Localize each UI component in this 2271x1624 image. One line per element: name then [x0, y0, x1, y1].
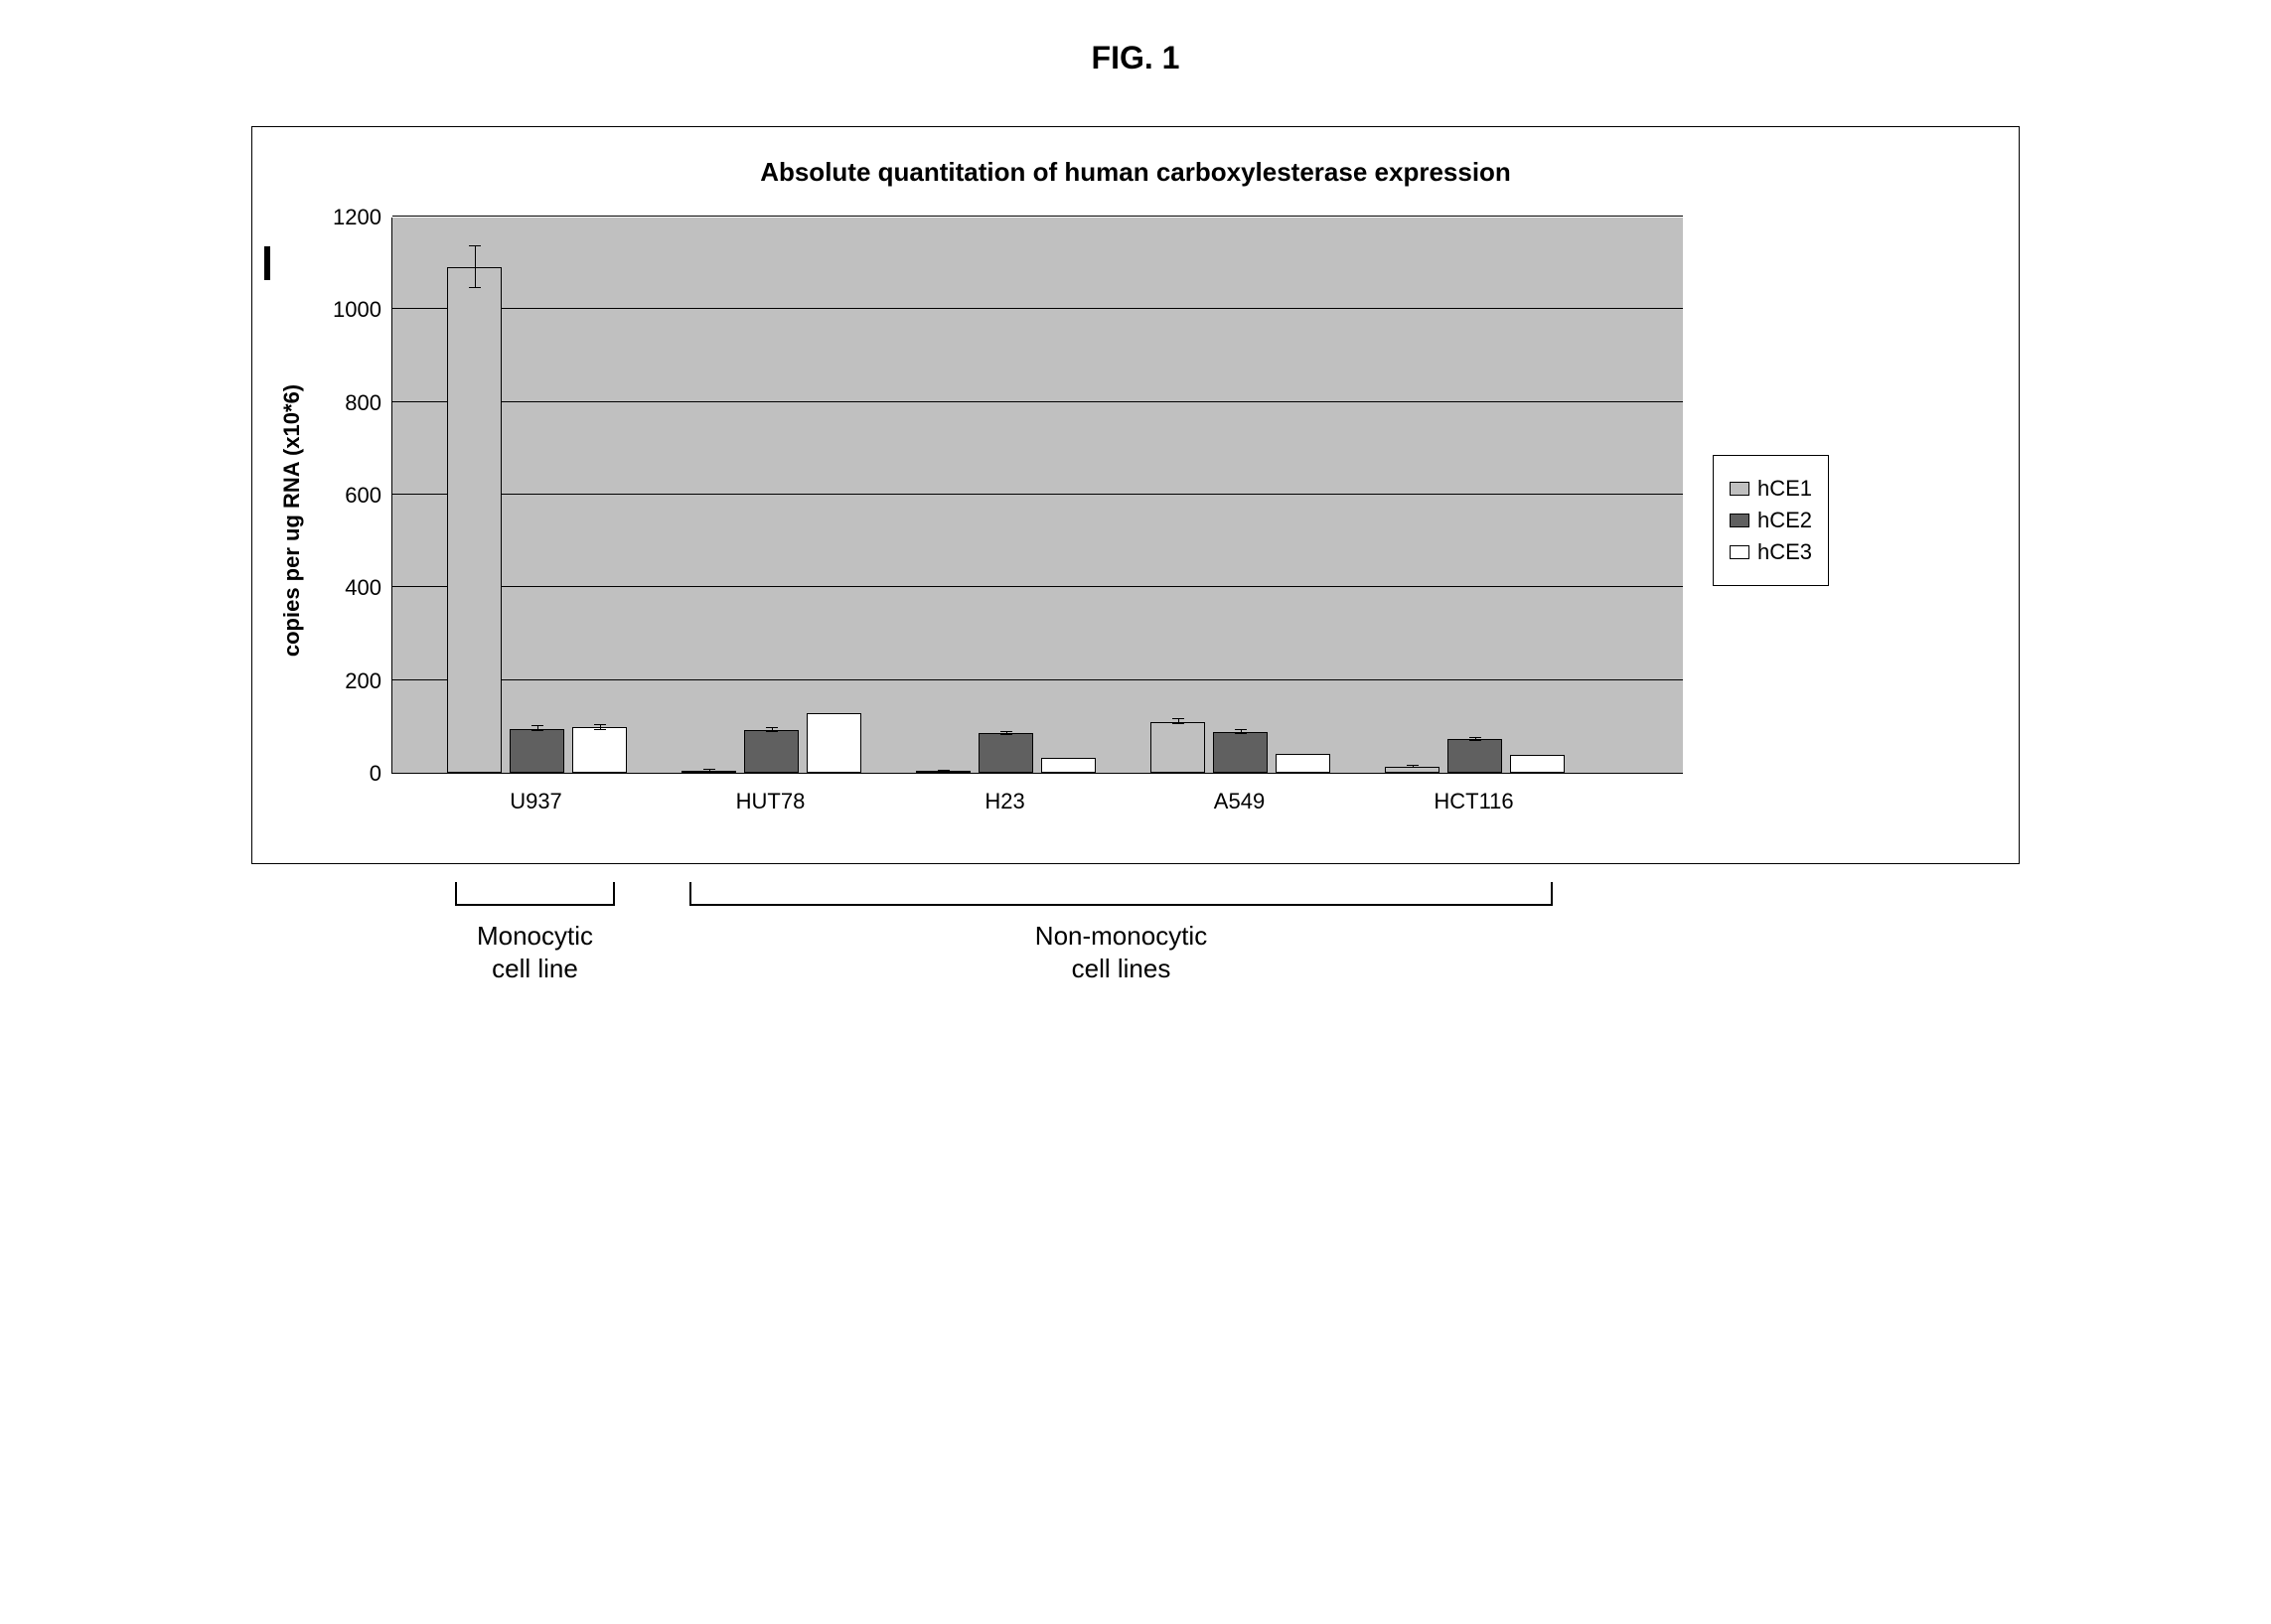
error-cap	[531, 730, 543, 731]
y-tick-label: 0	[370, 761, 381, 787]
error-cap	[531, 725, 543, 726]
error-cap	[766, 727, 778, 728]
y-tick-label: 400	[345, 575, 381, 601]
error-cap	[594, 724, 606, 725]
x-tick-label: U937	[510, 789, 562, 814]
chart-row: copies per ug RNA (x10*6) 0 200 400 600 800 1…	[272, 218, 1999, 823]
bar-hCE2	[1213, 732, 1268, 773]
legend-label: hCE2	[1757, 508, 1812, 533]
chart-title: Absolute quantitation of human carboxyle…	[272, 157, 1999, 188]
bar-hCE3	[572, 727, 627, 773]
monocytic-bracket	[455, 882, 615, 906]
legend-container: hCE1 hCE2 hCE3	[1683, 218, 1829, 823]
x-ticks: U937 HUT78 H23 A549 HCT116	[391, 774, 1683, 823]
x-tick-label: H23	[984, 789, 1024, 814]
monocytic-label: Monocyticcell line	[477, 920, 593, 984]
gridline	[392, 494, 1683, 495]
legend-label: hCE1	[1757, 476, 1812, 502]
x-tick-label: HUT78	[736, 789, 806, 814]
y-tick-label: 1000	[333, 297, 381, 323]
x-tick-label: HCT116	[1434, 789, 1513, 814]
legend-swatch	[1730, 514, 1749, 527]
legend-swatch	[1730, 545, 1749, 559]
error-cap	[1407, 767, 1419, 768]
plot-container: U937 HUT78 H23 A549 HCT116	[391, 218, 1683, 823]
error-cap	[1172, 718, 1184, 719]
legend-label: hCE3	[1757, 539, 1812, 565]
bar-hCE3	[1510, 755, 1565, 773]
error-cap	[766, 731, 778, 732]
error-cap	[703, 769, 715, 770]
error-cap	[1000, 731, 1012, 732]
plot-area	[391, 218, 1683, 774]
bar-hCE2	[979, 733, 1033, 773]
gridline	[392, 586, 1683, 587]
error-cap	[469, 245, 481, 246]
error-bar	[475, 246, 476, 288]
y-tick-label: 800	[345, 390, 381, 416]
error-cap	[1235, 729, 1247, 730]
gridline	[392, 216, 1683, 217]
y-tick-label: 600	[345, 483, 381, 509]
annotation-row: Monocyticcell line Non-monocyticcell line…	[251, 864, 2020, 1043]
error-cap	[1469, 740, 1481, 741]
error-cap	[938, 771, 950, 772]
bar-hCE1	[1150, 722, 1205, 773]
ylabel-container: copies per ug RNA (x10*6)	[272, 218, 312, 823]
figure-label: FIG. 1	[40, 40, 2231, 76]
stray-mark	[264, 246, 270, 280]
nonmonocytic-label: Non-monocyticcell lines	[1035, 920, 1207, 984]
bar-hCE2	[510, 729, 564, 773]
legend-item: hCE1	[1730, 476, 1812, 502]
bar-hCE2	[744, 730, 799, 773]
bar-hCE3	[1041, 758, 1096, 773]
y-tick-label: 1200	[333, 205, 381, 230]
nonmonocytic-bracket	[689, 882, 1553, 906]
chart-frame: Absolute quantitation of human carboxyle…	[251, 126, 2020, 864]
error-cap	[469, 287, 481, 288]
bar-hCE1	[447, 267, 502, 773]
bar-hCE3	[1276, 754, 1330, 773]
legend: hCE1 hCE2 hCE3	[1713, 455, 1829, 586]
x-tick-label: A549	[1214, 789, 1265, 814]
bar-hCE2	[1447, 739, 1502, 773]
error-cap	[594, 729, 606, 730]
legend-item: hCE2	[1730, 508, 1812, 533]
legend-item: hCE3	[1730, 539, 1812, 565]
error-cap	[1235, 733, 1247, 734]
error-cap	[703, 771, 715, 772]
gridline	[392, 679, 1683, 680]
error-cap	[1000, 734, 1012, 735]
y-ticks: 020040060080010001200	[312, 218, 391, 774]
y-axis-label: copies per ug RNA (x10*6)	[279, 384, 305, 657]
error-cap	[1172, 723, 1184, 724]
y-tick-label: 200	[345, 668, 381, 694]
error-cap	[1407, 765, 1419, 766]
gridline	[392, 308, 1683, 309]
bar-hCE3	[807, 713, 861, 773]
legend-swatch	[1730, 482, 1749, 496]
error-cap	[1469, 737, 1481, 738]
gridline	[392, 401, 1683, 402]
